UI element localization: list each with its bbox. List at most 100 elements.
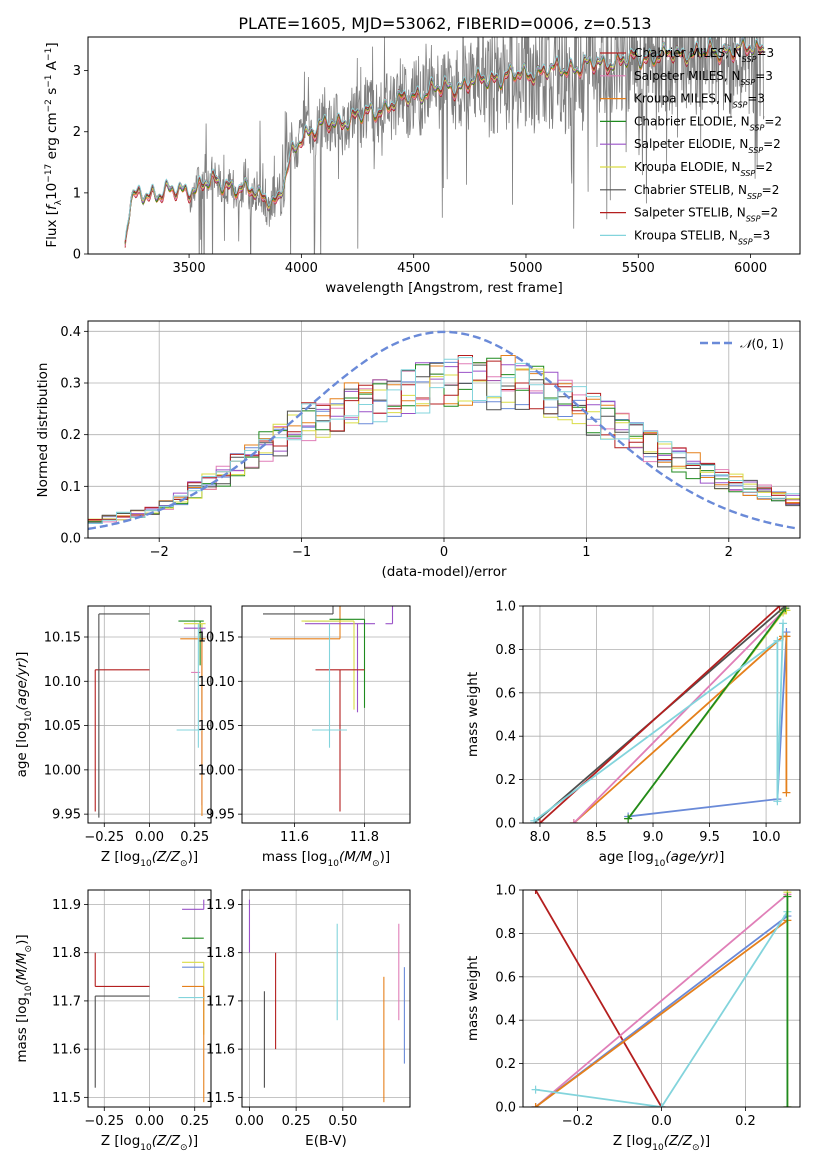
x-tick-label: −2	[150, 545, 169, 560]
y-tick-label: 11.5	[52, 1091, 81, 1106]
weight-marker-1	[782, 632, 791, 641]
weight-marker-6	[775, 606, 784, 610]
weight-marker-4	[657, 1103, 666, 1107]
x-axis-label: (data-model)/error	[381, 564, 507, 580]
plot-area	[531, 890, 792, 1107]
weight-marker-4	[531, 1085, 540, 1094]
weight-marker-6	[535, 819, 544, 823]
y-tick-label: 0.6	[495, 970, 516, 985]
weight-marker-7	[773, 636, 782, 645]
weight-marker-3	[531, 1103, 540, 1107]
y-tick-label: 0.4	[495, 730, 516, 745]
weight-marker-2	[569, 819, 578, 823]
legend-entry-0: Chabrier MILES, NSSP=3	[634, 46, 774, 64]
plot-area	[124, 37, 765, 254]
y-tick-label: 0.8	[495, 643, 516, 658]
plot-residuals: −2 −1 0 1 2 0.0 0.1 0.2 0.3 0.4 (data-model)/error…	[35, 320, 801, 580]
x-tick-label: 4500	[397, 261, 430, 276]
y-tick-label: 10.15	[44, 631, 81, 646]
y-tick-label: 0.4	[60, 325, 81, 340]
y-tick-label: 0.1	[60, 480, 81, 495]
y-tick-label: 11.8	[206, 946, 235, 961]
x-tick-label: 5500	[622, 261, 655, 276]
x-tick-label: −0.25	[84, 830, 124, 845]
weight-line-7	[533, 623, 784, 822]
x-axis-label: Z [log10(Z/Z⊙)]	[101, 849, 198, 869]
x-tick-label: 5000	[509, 261, 542, 276]
weight-marker-5	[781, 606, 790, 610]
x-tick-label: 0.25	[180, 830, 209, 845]
y-tick-label: 0.0	[495, 1101, 516, 1116]
legend-entry-normal: 𝒩(0, 1)	[740, 337, 784, 351]
weight-line-3	[535, 919, 788, 1107]
residual-histogram-4	[88, 357, 800, 523]
legend-entry-8: Kroupa STELIB, NSSP=3	[634, 228, 770, 246]
x-tick-label: 11.6	[280, 830, 309, 845]
y-tick-label: 11.7	[206, 994, 235, 1009]
y-tick-label: 1.0	[495, 600, 516, 615]
x-tick-label: 0	[440, 545, 448, 560]
legend-entry-4: Salpeter ELODIE, NSSP=2	[634, 137, 781, 155]
axes-frame	[87, 889, 212, 1108]
plot-mass_vs_ebv: 0.00 0.25 0.50 11.5 11.6 11.7 11.8 11.9 E(B-V)	[206, 889, 411, 1149]
y-axis-label: Flux [fλ10−17 erg cm−2 s−1 A−1]	[44, 42, 64, 247]
y-axis-label: age [log10(age/yr)]	[14, 652, 34, 778]
weight-marker-6	[783, 892, 792, 901]
y-tick-label: 0.4	[495, 1014, 516, 1029]
y-tick-label: 11.9	[52, 898, 81, 913]
weight-line-1	[573, 635, 788, 823]
axes-frame	[87, 605, 212, 824]
y-tick-label: 10.15	[198, 631, 235, 646]
x-tick-label: 11.8	[350, 830, 379, 845]
y-tick-label: 11.7	[52, 994, 81, 1009]
x-tick-label: 8.0	[530, 830, 551, 845]
figure-title: PLATE=1605, MJD=53062, FIBERID=0006, z=0…	[238, 14, 651, 33]
y-tick-label: 10.10	[198, 675, 235, 690]
x-axis-label: Z [log10(Z/Z⊙)]	[613, 1133, 710, 1153]
y-tick-label: 10.05	[44, 719, 81, 734]
plot-area	[248, 899, 405, 1103]
axes-frame	[87, 320, 801, 539]
legend-entry-7: Salpeter STELIB, NSSP=2	[634, 206, 778, 224]
x-axis-label: age [log10(age/yr)]	[599, 849, 725, 869]
plot-age_vs_Z: −0.25 0.00 0.25 9.95 10.00 10.05 10.10 10.15 Z […	[14, 605, 212, 869]
axes-frame	[522, 889, 801, 1108]
y-tick-label: 0.2	[495, 773, 516, 788]
residual-histogram-7	[88, 355, 800, 520]
legend-entry-5: Kroupa ELODIE, NSSP=2	[634, 160, 773, 178]
weight-line-4	[627, 607, 787, 820]
plot-area	[94, 613, 206, 818]
y-tick-label: 0	[73, 248, 81, 263]
axes-frame	[241, 605, 411, 824]
legend-entry-6: Chabrier STELIB, NSSP=2	[634, 183, 779, 201]
y-tick-label: 11.5	[206, 1091, 235, 1106]
y-tick-label: 0.2	[495, 1057, 516, 1072]
x-tick-label: −1	[292, 545, 311, 560]
y-tick-label: 0.6	[495, 686, 516, 701]
weight-marker-4	[624, 814, 633, 823]
weight-line-0	[627, 632, 788, 818]
plot-age_vs_mass: 11.6 11.8 9.95 10.00 10.05 10.10 10.15 mass [lo…	[198, 605, 411, 869]
x-tick-label: −0.25	[84, 1114, 124, 1129]
x-axis-label: Z [log10(Z/Z⊙)]	[101, 1133, 198, 1153]
x-tick-label: 8.5	[586, 830, 607, 845]
y-tick-label: 10.05	[198, 719, 235, 734]
y-tick-label: 11.8	[52, 946, 81, 961]
y-tick-label: 1.0	[495, 884, 516, 899]
y-axis-label: mass [log10(M/M⊙)]	[14, 934, 34, 1062]
axes-frame	[522, 605, 801, 824]
weight-marker-6	[783, 1103, 792, 1107]
y-tick-label: 10.10	[44, 675, 81, 690]
plot-area	[94, 899, 205, 1103]
y-tick-label: 9.95	[52, 808, 81, 823]
x-tick-label: 9.0	[643, 830, 664, 845]
x-tick-label: 0.25	[180, 1114, 209, 1129]
y-tick-label: 11.6	[206, 1043, 235, 1058]
y-tick-label: 0.0	[60, 532, 81, 547]
weight-line-4	[535, 911, 789, 1107]
residual-histogram-8	[88, 357, 800, 524]
x-tick-label: 9.5	[699, 830, 720, 845]
y-axis-label: mass weight	[465, 672, 481, 757]
y-axis-label: mass weight	[465, 956, 481, 1041]
x-tick-label: 0.25	[282, 1114, 311, 1129]
